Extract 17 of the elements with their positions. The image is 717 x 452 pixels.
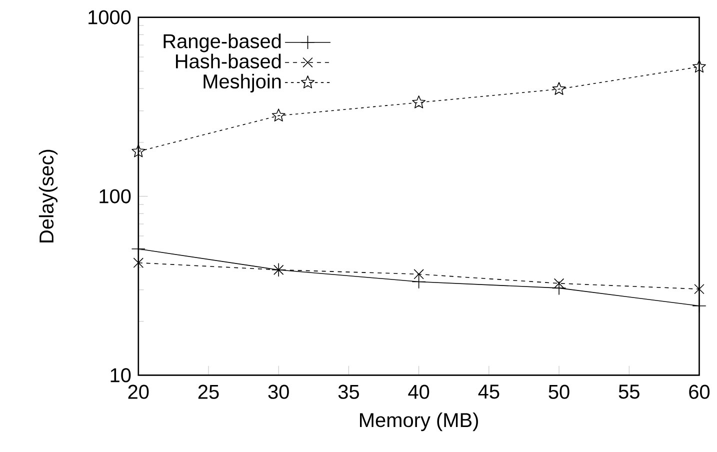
- x-tick-label: 20: [128, 384, 149, 399]
- y-tick-label: 10: [110, 368, 131, 382]
- x-tick-label: 40: [408, 384, 430, 399]
- x-tick-label: 25: [198, 384, 219, 399]
- y-tick-label: 1000: [88, 10, 131, 24]
- legend-label: Range-based: [164, 34, 281, 52]
- y-tick-label: 100: [100, 189, 131, 204]
- x-tick-label: 45: [478, 384, 500, 399]
- x-tick-label: 55: [618, 384, 640, 399]
- x-tick-label: 60: [689, 384, 710, 399]
- legend-label: Hash-based: [176, 54, 281, 68]
- x-tick-label: 30: [268, 384, 289, 399]
- y-axis-title: Delay(sec): [38, 150, 58, 242]
- x-tick-label: 35: [338, 384, 359, 399]
- legend-label: Meshjoin: [204, 74, 281, 92]
- x-axis-title: Memory (MB): [360, 412, 478, 432]
- x-tick-label: 50: [548, 384, 570, 399]
